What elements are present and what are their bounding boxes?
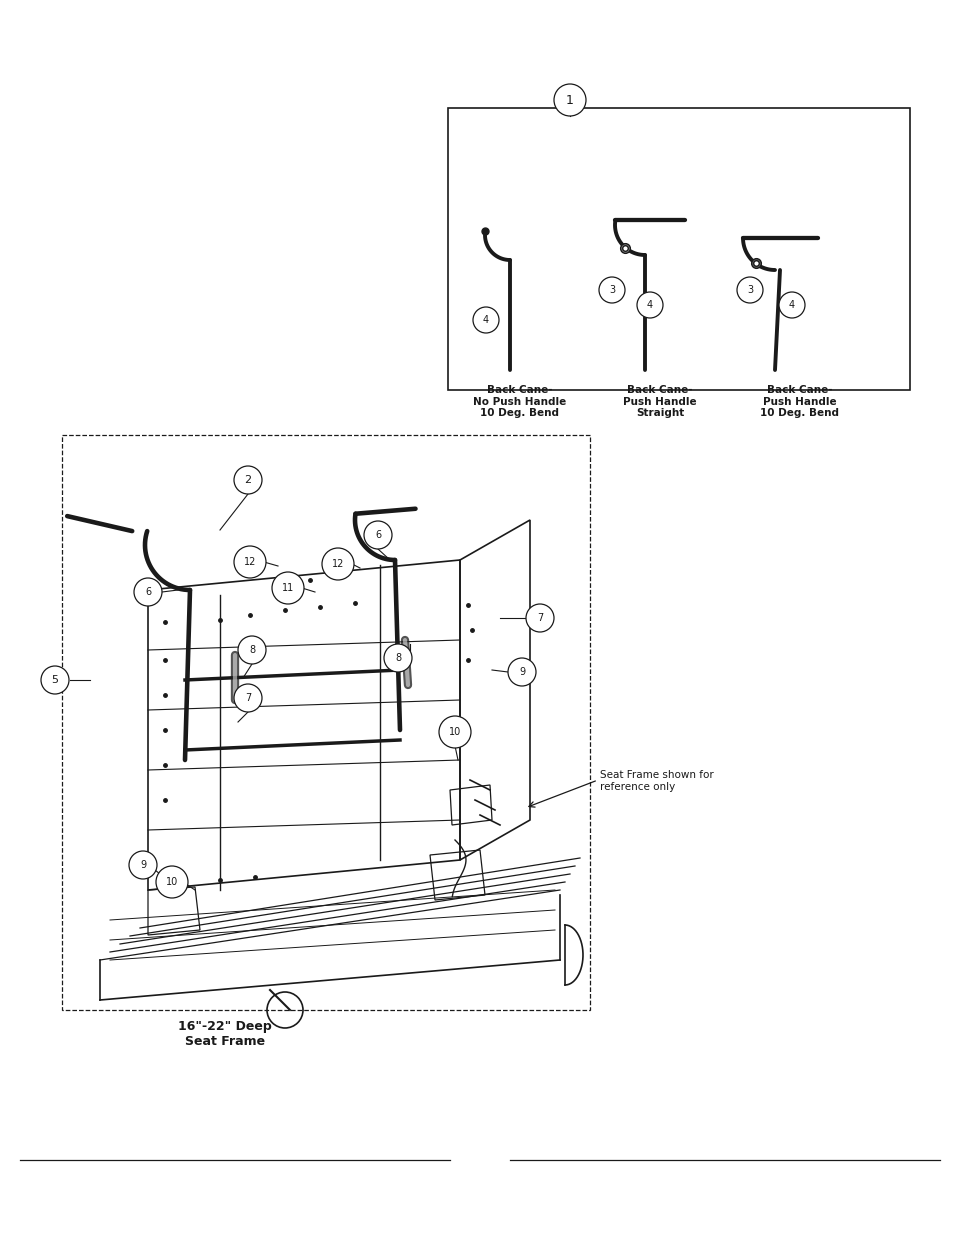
Circle shape (233, 466, 262, 494)
Text: 5: 5 (51, 676, 58, 685)
Bar (62, 435, 589, 1010)
Text: 7: 7 (245, 693, 251, 703)
Text: 4: 4 (482, 315, 489, 325)
Circle shape (737, 277, 762, 303)
Circle shape (237, 636, 266, 664)
Text: 6: 6 (375, 530, 380, 540)
Text: Back Cane-
Push Handle
10 Deg. Bend: Back Cane- Push Handle 10 Deg. Bend (760, 385, 839, 419)
Circle shape (129, 851, 157, 879)
Circle shape (272, 572, 304, 604)
Text: 9: 9 (140, 860, 146, 869)
Text: 12: 12 (244, 557, 256, 567)
Circle shape (233, 546, 266, 578)
Text: 8: 8 (249, 645, 254, 655)
Circle shape (233, 684, 262, 713)
Text: 4: 4 (788, 300, 794, 310)
Circle shape (507, 658, 536, 685)
Text: 11: 11 (281, 583, 294, 593)
Text: Seat Frame shown for
reference only: Seat Frame shown for reference only (599, 769, 713, 792)
Circle shape (384, 643, 412, 672)
Text: Back Cane-
Push Handle
Straight: Back Cane- Push Handle Straight (622, 385, 696, 419)
Circle shape (322, 548, 354, 580)
Text: 16"-22" Deep
Seat Frame: 16"-22" Deep Seat Frame (178, 1020, 272, 1049)
Text: 10: 10 (166, 877, 178, 887)
Text: 9: 9 (518, 667, 524, 677)
Text: 2: 2 (244, 475, 252, 485)
Circle shape (438, 716, 471, 748)
Circle shape (473, 308, 498, 333)
Text: 10: 10 (449, 727, 460, 737)
Circle shape (133, 578, 162, 606)
Circle shape (364, 521, 392, 550)
Circle shape (525, 604, 554, 632)
Text: 1: 1 (565, 94, 574, 106)
Text: Back Cane-
No Push Handle
10 Deg. Bend: Back Cane- No Push Handle 10 Deg. Bend (473, 385, 566, 419)
Circle shape (41, 666, 69, 694)
Text: 12: 12 (332, 559, 344, 569)
Circle shape (156, 866, 188, 898)
Text: 6: 6 (145, 587, 151, 597)
Bar (448, 107, 909, 390)
Circle shape (598, 277, 624, 303)
Text: 3: 3 (746, 285, 752, 295)
Circle shape (779, 291, 804, 317)
Text: 8: 8 (395, 653, 400, 663)
Text: 3: 3 (608, 285, 615, 295)
Circle shape (554, 84, 585, 116)
Text: 4: 4 (646, 300, 653, 310)
Text: 7: 7 (537, 613, 542, 622)
Circle shape (637, 291, 662, 317)
